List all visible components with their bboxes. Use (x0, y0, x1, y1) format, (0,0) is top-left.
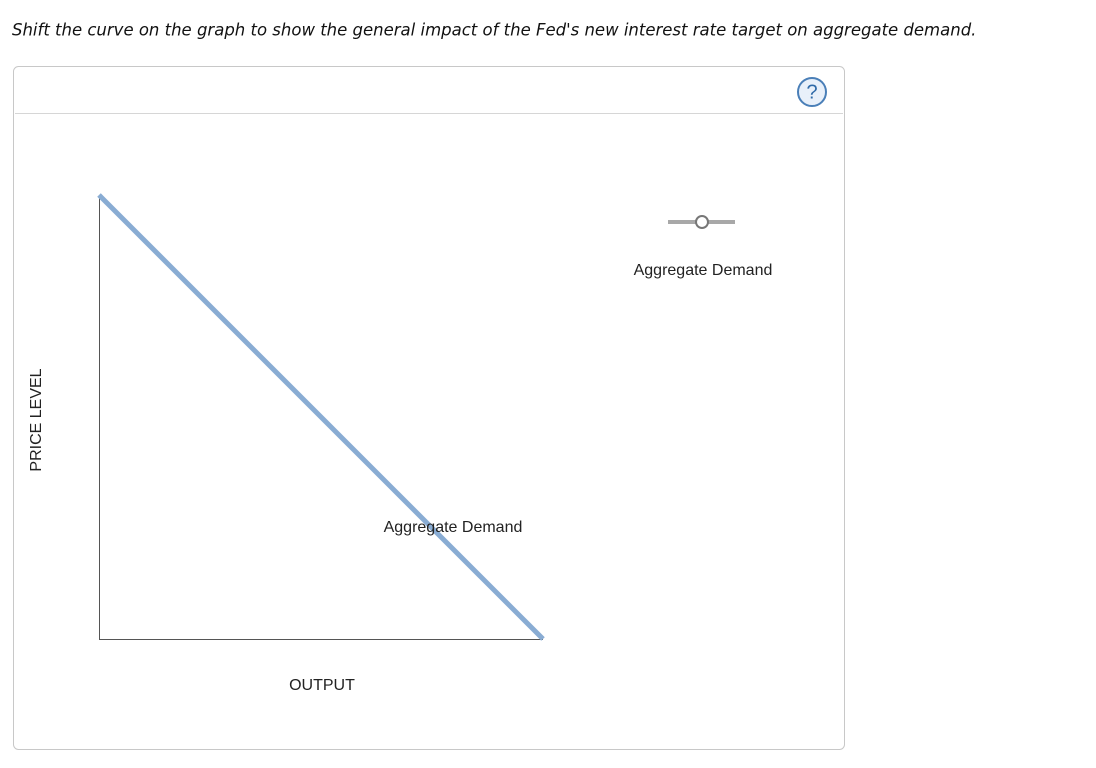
demand-curve[interactable] (97, 193, 545, 641)
tool-handle[interactable] (695, 215, 709, 229)
curve-label: Aggregate Demand (384, 519, 523, 536)
instruction: Shift the curve on the graph to show the… (12, 21, 976, 40)
graph-panel (13, 66, 845, 750)
help-icon[interactable]: ? (806, 81, 817, 103)
help-button[interactable]: ? (797, 77, 827, 107)
help-circle[interactable] (797, 77, 827, 107)
palette-tool[interactable] (668, 215, 735, 229)
tool-label: Aggregate Demand (634, 262, 773, 279)
x-axis-label: OUTPUT (289, 677, 355, 694)
y-axis-label: PRICE LEVEL (28, 368, 45, 471)
